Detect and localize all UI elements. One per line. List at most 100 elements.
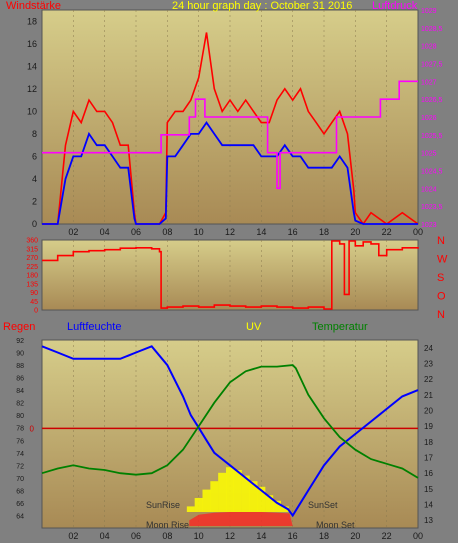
pressure-y-tick: 1025 bbox=[421, 151, 437, 158]
moonset-label: Moon Set bbox=[316, 520, 355, 530]
hour-tick: 12 bbox=[225, 531, 235, 541]
wind-gust-line bbox=[42, 32, 419, 226]
uv-bar bbox=[233, 470, 242, 512]
uv-bar bbox=[265, 495, 274, 512]
moonrise-label: Moon Rise bbox=[146, 520, 189, 530]
hour-tick: 14 bbox=[256, 227, 266, 237]
compass-label: S bbox=[437, 272, 444, 284]
hour-tick: 04 bbox=[100, 227, 110, 237]
temperature-y-tick: 24 bbox=[424, 344, 433, 353]
wind-y-tick: 6 bbox=[32, 151, 37, 161]
hour-tick: 06 bbox=[131, 531, 141, 541]
hour-tick: 10 bbox=[194, 227, 204, 237]
pressure-y-tick: 1023,5 bbox=[421, 204, 443, 211]
hour-tick: 02 bbox=[68, 227, 78, 237]
humidity-y-tick: 64 bbox=[16, 513, 24, 520]
humidity-y-tick: 72 bbox=[16, 463, 24, 470]
rain-axis-title: Regen bbox=[3, 321, 35, 333]
temperature-y-tick: 20 bbox=[424, 407, 433, 416]
humidity-y-tick: 70 bbox=[16, 476, 24, 483]
humidity-axis-title: Luftfeuchte bbox=[67, 321, 121, 333]
hour-tick: 06 bbox=[131, 227, 141, 237]
uv-bar bbox=[218, 472, 227, 512]
rain-y-tick: 0 bbox=[30, 424, 35, 433]
direction-y-tick: 180 bbox=[26, 273, 38, 280]
uv-bar bbox=[280, 506, 289, 512]
humidity-y-tick: 66 bbox=[16, 501, 24, 508]
direction-y-tick: 135 bbox=[26, 281, 38, 288]
hour-tick: 08 bbox=[162, 531, 172, 541]
temperature-y-tick: 14 bbox=[424, 501, 433, 510]
uv-bar bbox=[186, 506, 195, 512]
wind-y-tick: 14 bbox=[27, 61, 37, 71]
pressure-axis-title: Luftdruck bbox=[372, 0, 418, 12]
temperature-line bbox=[41, 364, 419, 479]
temperature-axis-title: Temperatur bbox=[312, 321, 368, 333]
uv-bar bbox=[249, 481, 258, 512]
hour-tick: 10 bbox=[194, 531, 204, 541]
humidity-y-tick: 82 bbox=[16, 401, 24, 408]
sunset-label: SunSet bbox=[308, 500, 338, 510]
wind-y-tick: 10 bbox=[27, 106, 37, 116]
direction-y-tick: 360 bbox=[26, 238, 38, 245]
hour-tick: 00 bbox=[413, 227, 423, 237]
humidity-y-tick: 68 bbox=[16, 488, 24, 495]
hour-tick: 04 bbox=[100, 531, 110, 541]
uv-bar bbox=[273, 500, 281, 512]
pressure-y-tick: 1027 bbox=[421, 79, 437, 86]
hour-tick: 16 bbox=[288, 227, 298, 237]
wind-y-tick: 2 bbox=[32, 196, 37, 206]
hour-tick: 18 bbox=[319, 227, 329, 237]
wind-y-tick: 16 bbox=[27, 39, 37, 49]
direction-y-tick: 225 bbox=[26, 264, 38, 271]
humidity-y-tick: 74 bbox=[16, 451, 24, 458]
hour-tick: 00 bbox=[413, 531, 423, 541]
hour-tick: 14 bbox=[256, 531, 266, 541]
hour-tick: 02 bbox=[68, 531, 78, 541]
hour-tick: 20 bbox=[350, 227, 360, 237]
wind-y-tick: 18 bbox=[27, 16, 37, 26]
temperature-y-tick: 16 bbox=[424, 469, 433, 478]
pressure-y-tick: 1026,5 bbox=[421, 97, 443, 104]
hour-tick: 08 bbox=[162, 227, 172, 237]
uv-bar bbox=[226, 467, 234, 512]
pressure-y-tick: 1027,5 bbox=[421, 62, 443, 69]
humidity-y-tick: 88 bbox=[16, 363, 24, 370]
wind-y-tick: 0 bbox=[32, 219, 37, 229]
temperature-y-tick: 15 bbox=[424, 485, 433, 494]
pressure-line bbox=[42, 80, 418, 190]
wind-y-tick: 8 bbox=[32, 129, 37, 139]
hour-tick: 22 bbox=[382, 227, 392, 237]
pressure-y-tick: 1028 bbox=[421, 44, 437, 51]
humidity-y-tick: 76 bbox=[16, 438, 24, 445]
direction-y-tick: 90 bbox=[30, 290, 38, 297]
uv-bar bbox=[257, 486, 266, 512]
wind-average-line bbox=[42, 121, 418, 225]
hour-tick: 18 bbox=[319, 531, 329, 541]
wind-direction-line bbox=[42, 240, 419, 310]
wind-y-tick: 4 bbox=[32, 174, 37, 184]
compass-label: O bbox=[437, 291, 446, 303]
sunrise-label: SunRise bbox=[146, 500, 180, 510]
uv-bar bbox=[202, 489, 211, 512]
humidity-y-tick: 90 bbox=[16, 351, 24, 358]
pressure-y-tick: 1029 bbox=[421, 8, 437, 15]
pressure-y-tick: 1026 bbox=[421, 115, 437, 122]
temperature-y-tick: 13 bbox=[424, 516, 433, 525]
direction-y-tick: 45 bbox=[30, 299, 38, 306]
pressure-y-tick: 1023 bbox=[421, 222, 437, 229]
solar-radiation-area bbox=[189, 512, 293, 526]
hour-tick: 16 bbox=[288, 531, 298, 541]
humidity-y-tick: 84 bbox=[16, 388, 24, 395]
humidity-y-tick: 78 bbox=[16, 426, 24, 433]
pressure-y-tick: 1025,5 bbox=[421, 133, 443, 140]
hour-tick: 20 bbox=[350, 531, 360, 541]
wind-axis-title: Windstärke bbox=[6, 0, 61, 12]
temperature-y-tick: 17 bbox=[424, 454, 433, 463]
humidity-y-tick: 80 bbox=[16, 413, 24, 420]
uv-bar bbox=[241, 475, 250, 512]
temperature-y-tick: 23 bbox=[424, 360, 433, 369]
temperature-y-tick: 22 bbox=[424, 375, 433, 384]
